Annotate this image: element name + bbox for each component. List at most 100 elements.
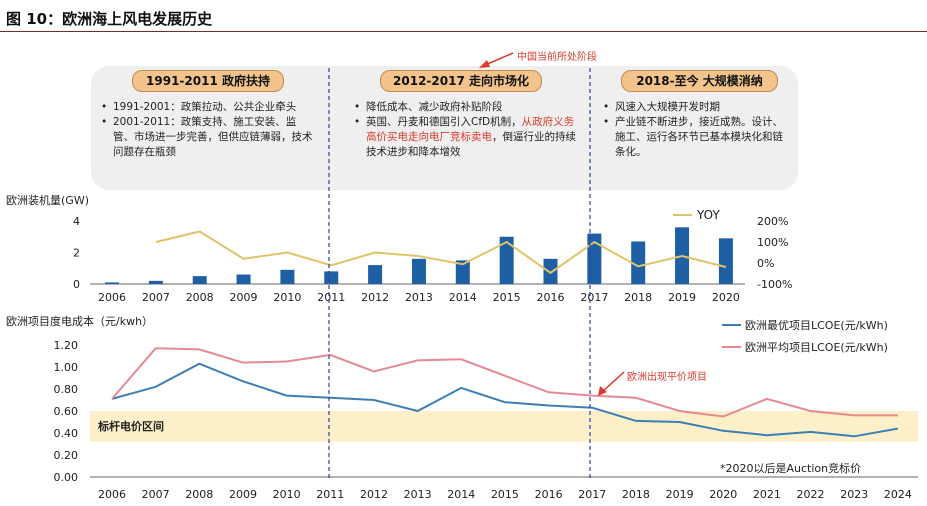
bottom-x-tick-label: 2008: [185, 488, 213, 501]
top-y-tick-label: 2: [73, 247, 80, 260]
yoy-line: [155, 230, 727, 275]
title-rule: [0, 31, 927, 32]
bottom-y-tick-label: 1.20: [54, 339, 79, 352]
parity-arrow-head: [598, 386, 607, 396]
bar-2011: [324, 271, 339, 284]
callout-arrow-head: [479, 60, 490, 68]
highlighted-text: 从政府义务高价买电走向电厂竞标卖电: [366, 116, 575, 143]
benchmark-tariff-band-label: 标杆电价区间: [98, 420, 164, 433]
auction-footnote: *2020以后是Auction竞标价: [720, 462, 862, 475]
top-x-tick-label: 2018: [624, 291, 652, 304]
bottom-x-tick-label: 2019: [666, 488, 694, 501]
best-project-lcoe-line: [111, 362, 899, 438]
average-lcoe-legend-label: 欧洲平均项目LCOE(元/kWh): [745, 341, 888, 354]
bottom-y-tick-label: 1.00: [54, 361, 79, 374]
bar-2015: [499, 236, 514, 284]
bottom-x-tick-label: 2009: [229, 488, 257, 501]
best-lcoe-legend-label: 欧洲最优项目LCOE(元/kWh): [745, 319, 888, 332]
bottom-x-tick-label: 2015: [491, 488, 519, 501]
bottom-x-tick-label: 2023: [840, 488, 868, 501]
bottom-x-tick-label: 2021: [753, 488, 781, 501]
current-china-stage-callout: 中国当前所处阶段: [517, 52, 597, 63]
top-y-tick-label: 4: [73, 215, 80, 228]
bottom-x-tick-label: 2014: [447, 488, 475, 501]
bottom-x-tick-label: 2012: [360, 488, 388, 501]
top-y-tick-label: 0: [73, 278, 80, 291]
bottom-x-tick-label: 2018: [622, 488, 650, 501]
top-x-tick-label: 2017: [580, 291, 608, 304]
bottom-x-tick-label: 2006: [98, 488, 126, 501]
phase-3-bullets: 风速入大规模开发时期产业链不断进步，接近成熟。设计、施工、运行各环节已基本模块化…: [603, 100, 791, 160]
bullet-text: 2001-2011：政策支持、施工安装、监管、市场进一步完善，但供应链薄弱，技术…: [113, 116, 313, 158]
bar-2014: [455, 260, 470, 284]
bullet-text: 1991-2001：政策拉动、公共企业牵头: [113, 101, 297, 113]
bar-2013: [411, 258, 426, 284]
top-x-tick-label: 2008: [186, 291, 214, 304]
top-x-tick-label: 2007: [142, 291, 170, 304]
bottom-y-tick-label: 0.40: [54, 427, 79, 440]
bullet-text: 降低成本、减少政府补贴阶段: [366, 101, 503, 113]
bar-2016: [543, 258, 558, 284]
bullet-text: 风速入大规模开发时期: [615, 101, 720, 113]
bottom-x-tick-label: 2011: [316, 488, 344, 501]
top-x-tick-label: 2009: [230, 291, 258, 304]
phase-3-header: 2018-至今 大规模消纳: [621, 70, 778, 92]
bottom-x-tick-label: 2017: [578, 488, 606, 501]
phase-1-bullets: 1991-2001：政策拉动、公共企业牵头 2001-2011：政策支持、施工安装…: [101, 100, 316, 160]
phase-3-bullet-1: 风速入大规模开发时期: [603, 100, 791, 115]
bar-2010: [280, 269, 295, 284]
top-x-tick-label: 2010: [273, 291, 301, 304]
bottom-x-tick-label: 2024: [884, 488, 912, 501]
top-x-tick-label: 2015: [493, 291, 521, 304]
parity-arrow-shaft: [601, 371, 625, 393]
bottom-y-tick-label: 0.00: [54, 471, 79, 484]
bottom-y-tick-label: 0.60: [54, 405, 79, 418]
grid-parity-callout: 欧洲出现平价项目: [627, 372, 707, 383]
phase-3-bullet-2: 产业链不断进步，接近成熟。设计、施工、运行各环节已基本模块化和链条化。: [603, 115, 791, 160]
bar-2018: [631, 241, 646, 284]
figure-title: 图 10：欧洲海上风电发展历史: [6, 10, 213, 28]
top-x-tick-label: 2012: [361, 291, 389, 304]
bottom-x-tick-label: 2020: [709, 488, 737, 501]
top-x-tick-label: 2016: [537, 291, 565, 304]
bullet-text: 产业链不断进步，接近成熟。设计、施工、运行各环节已基本模块化和链条化。: [615, 116, 783, 158]
bottom-x-tick-label: 2016: [535, 488, 563, 501]
top-x-tick-label: 2011: [317, 291, 345, 304]
phase-1-header: 1991-2011 政府扶持: [132, 70, 284, 92]
bottom-x-tick-label: 2007: [142, 488, 170, 501]
top-x-tick-label: 2020: [712, 291, 740, 304]
bar-2017: [587, 233, 602, 284]
phase-2-bullet-2: 英国、丹麦和德国引入CfD机制，从政府义务高价买电走向电厂竞标卖电，倒逼行业的持…: [354, 115, 576, 160]
bottom-x-tick-label: 2013: [404, 488, 432, 501]
bar-2020: [718, 238, 733, 284]
bar-2007: [148, 280, 163, 284]
top-x-tick-label: 2013: [405, 291, 433, 304]
top-x-tick-label: 2014: [449, 291, 477, 304]
bottom-x-tick-label: 2022: [797, 488, 825, 501]
bullet-text: ，倒逼行业的持续技术进步和降本增效: [366, 131, 576, 158]
yoy-axis-tick-label: -100%: [757, 278, 792, 291]
bar-2009: [236, 274, 251, 284]
bottom-chart-ylabel: 欧洲项目度电成本（元/kwh）: [6, 314, 153, 328]
yoy-axis-tick-label: 200%: [757, 215, 788, 228]
phase-2-header: 2012-2017 走向市场化: [380, 70, 542, 92]
bottom-y-tick-label: 0.80: [54, 383, 79, 396]
bottom-y-tick-label: 0.20: [54, 449, 79, 462]
top-x-tick-label: 2019: [668, 291, 696, 304]
top-x-tick-label: 2006: [98, 291, 126, 304]
bar-2008: [192, 276, 207, 284]
yoy-axis-tick-label: 0%: [757, 257, 774, 270]
benchmark-tariff-band: [90, 411, 918, 442]
phase-1-bullet-1: 1991-2001：政策拉动、公共企业牵头: [101, 100, 316, 115]
bullet-text: 英国、丹麦和德国引入CfD机制，: [366, 116, 522, 128]
phase-1-bullet-2: 2001-2011：政策支持、施工安装、监管、市场进一步完善，但供应链薄弱，技术…: [101, 115, 316, 160]
average-project-lcoe-line: [111, 347, 898, 418]
bar-2006: [105, 282, 119, 284]
phase-2-bullets: 降低成本、减少政府补贴阶段英国、丹麦和德国引入CfD机制，从政府义务高价买电走向…: [354, 100, 576, 160]
bottom-x-tick-label: 2010: [273, 488, 301, 501]
bar-2012: [368, 265, 383, 284]
phase-2-bullet-1: 降低成本、减少政府补贴阶段: [354, 100, 576, 115]
yoy-axis-tick-label: 100%: [757, 236, 788, 249]
top-chart-ylabel: 欧洲装机量(GW): [6, 193, 89, 207]
